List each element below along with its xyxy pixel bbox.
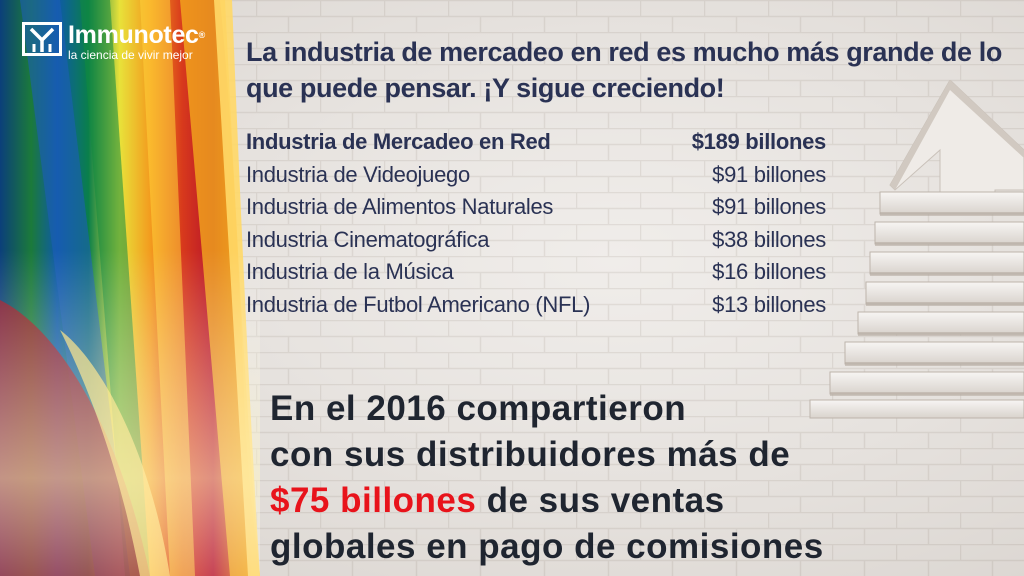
statement-line-2: con sus distribuidores más de — [270, 435, 791, 474]
statement-line-1: En el 2016 compartieron — [270, 389, 687, 428]
industry-name: Industria Cinematográfica — [246, 226, 490, 252]
stairs-arrow-illustration — [809, 80, 1024, 419]
color-rays-decoration — [0, 0, 260, 576]
logo-wordmark: Immunotec® — [68, 21, 205, 49]
industry-row: Industria de Futbol Americano (NFL) $13 … — [246, 289, 826, 322]
industry-name: Industria de la Música — [246, 259, 454, 285]
logo-tagline: la ciencia de vivir mejor — [68, 48, 193, 62]
page-headline: La industria de mercadeo en red es mucho… — [246, 37, 1002, 103]
industry-name: Industria de Alimentos Naturales — [246, 194, 554, 220]
commission-statement: En el 2016 compartieron con sus distribu… — [270, 386, 1010, 570]
industry-comparison-list: Industria de Mercadeo en Red $189 billon… — [246, 126, 826, 321]
industry-value: $91 billones — [712, 161, 826, 187]
industry-row: Industria de la Música $16 billones — [246, 256, 826, 289]
industry-row: Industria Cinematográfica $38 billones — [246, 224, 826, 257]
industry-name: Industria de Futbol Americano (NFL) — [246, 291, 591, 317]
statement-line-3: de sus ventas — [476, 481, 725, 520]
industry-value: $189 billones — [691, 129, 827, 155]
immunotec-logo-icon — [22, 22, 62, 56]
industry-row-header: Industria de Mercadeo en Red $189 billon… — [246, 126, 826, 159]
immunotec-logo: Immunotec® la ciencia de vivir mejor — [22, 22, 205, 62]
industry-value: $91 billones — [712, 194, 826, 220]
statement-line-4: globales en pago de comisiones — [270, 527, 824, 566]
industry-row: Industria de Alimentos Naturales $91 bil… — [246, 191, 826, 224]
industry-row: Industria de Videojuego $91 billones — [246, 159, 826, 192]
industry-value: $38 billones — [712, 226, 826, 252]
industry-name: Industria de Mercadeo en Red — [246, 129, 551, 155]
industry-value: $16 billones — [712, 259, 826, 285]
industry-value: $13 billones — [712, 291, 826, 317]
industry-name: Industria de Videojuego — [246, 161, 470, 187]
statement-highlight-amount: $75 billones — [270, 481, 477, 520]
